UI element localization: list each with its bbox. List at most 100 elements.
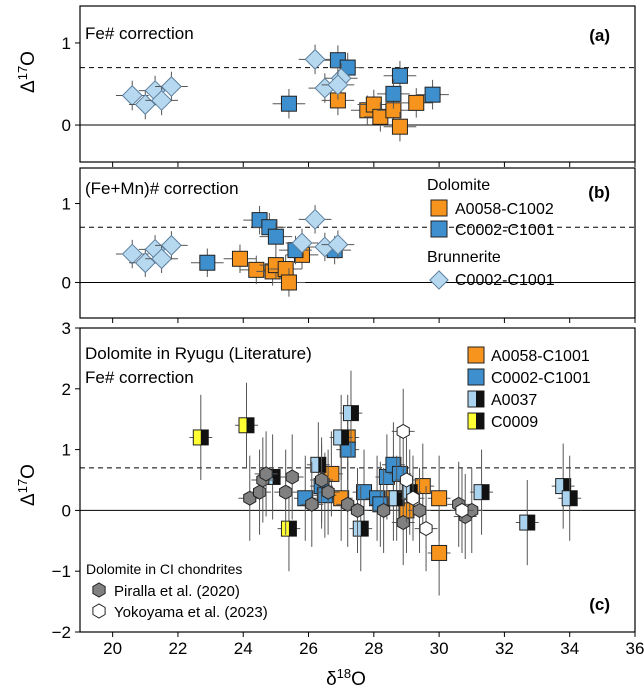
panel-a-y-tick-label: 0 bbox=[62, 116, 71, 135]
panel-c-frame bbox=[79, 327, 636, 633]
panel-b-series-0-point-4 bbox=[277, 261, 294, 278]
panel-a-tag: (a) bbox=[589, 26, 610, 45]
panel-c-series-4-point-5 bbox=[285, 469, 299, 485]
panel-b-title: (Fe+Mn)# correction bbox=[85, 179, 239, 198]
legend-b-group2: Brunnerite bbox=[427, 249, 501, 266]
legend-c-item4: C0009 bbox=[491, 414, 538, 431]
panel-b-series-2-point-1 bbox=[134, 252, 156, 274]
panel-c-series-4-point-6 bbox=[305, 496, 319, 512]
legend-c-marker-5 bbox=[92, 582, 106, 598]
legend-c-marker-3-half bbox=[476, 391, 484, 407]
panel-c-x-tick-label: 32 bbox=[495, 639, 514, 658]
panel-c-series-0-point-7 bbox=[431, 490, 448, 507]
legend-c-marker-2 bbox=[467, 368, 485, 386]
panel-c-series-4-point-1 bbox=[253, 484, 267, 500]
panel-c-series-2-point-7-half bbox=[481, 484, 490, 500]
panel-c-series-2-point-8-half bbox=[527, 515, 535, 531]
legend-c-marker-1 bbox=[467, 346, 485, 364]
legend-c-item6: Yokoyama et al. (2023) bbox=[114, 604, 268, 621]
panel-c-series-2-point-5-half bbox=[396, 490, 405, 506]
panel-c-series-3-point-0-half bbox=[200, 429, 209, 445]
panel-c-series-4-point-13 bbox=[413, 502, 427, 518]
panel-c-series-2-point-4-half bbox=[360, 521, 369, 537]
panel-c-x-tick-label: 24 bbox=[234, 639, 253, 658]
panel-c-series-4-point-11 bbox=[377, 502, 391, 518]
legend-b-marker-2 bbox=[430, 220, 448, 238]
panel-a-series-1-point-0 bbox=[280, 95, 297, 112]
panel-c-series-4-point-8 bbox=[321, 484, 335, 500]
legend-b-item1: A0058-C1002 bbox=[455, 201, 554, 218]
panel-b-series-1-point-3 bbox=[267, 228, 284, 245]
panel-b-y-tick-label: 0 bbox=[62, 273, 71, 292]
legend-c-marker-6 bbox=[92, 603, 106, 619]
panel-a-y-tick-label: 1 bbox=[62, 34, 71, 53]
panel-b-series-2-point-6 bbox=[304, 208, 326, 230]
panel-a-series-2-point-1 bbox=[134, 94, 156, 115]
legend-c-item2: C0002-C1001 bbox=[491, 370, 591, 387]
panel-b-series-2-point-5 bbox=[291, 232, 313, 254]
panel-b-series-2-point-8 bbox=[327, 234, 349, 256]
panel-a-series-2-point-0 bbox=[121, 85, 143, 106]
panel-c-series-5-point-0 bbox=[396, 423, 410, 439]
panel-c-x-tick-label: 28 bbox=[364, 639, 383, 658]
panel-b-series-2-point-4 bbox=[160, 234, 182, 256]
panel-c-y-tick-label: −2 bbox=[52, 623, 71, 642]
panel-b-series-0-point-5 bbox=[280, 274, 297, 291]
legend-b-item3: C0002-C1001 bbox=[455, 272, 555, 289]
panel-c-y-tick-label: 0 bbox=[62, 501, 71, 520]
panel-a-series-0-point-6 bbox=[408, 94, 425, 111]
panel-b-series-1-point-0 bbox=[199, 254, 216, 271]
panel-a-series-1-point-3 bbox=[391, 67, 408, 84]
x-axis-label: δ18O bbox=[326, 666, 366, 690]
panel-a-frame bbox=[79, 5, 636, 163]
panel-a-series-2-point-4 bbox=[160, 76, 182, 97]
legend-c-item3: A0037 bbox=[491, 392, 537, 409]
panel-c-series-2-point-3-half bbox=[341, 429, 349, 445]
panel-c-series-4-point-7 bbox=[315, 472, 329, 488]
panel-c-series-4-point-3 bbox=[259, 466, 273, 482]
panel-c-series-5-point-3 bbox=[419, 521, 433, 537]
panel-c-x-tick-label: 30 bbox=[430, 639, 449, 658]
panel-b-tag: (b) bbox=[588, 183, 610, 202]
panel-c-series-4-point-4 bbox=[279, 484, 293, 500]
panel-c-series-2-point-0-half bbox=[272, 469, 281, 485]
panel-c-x-tick-label: 26 bbox=[299, 639, 318, 658]
panel-b-series-0-point-1 bbox=[248, 261, 265, 278]
panel-c-x-tick-label: 36 bbox=[626, 639, 644, 658]
panel-a-series-0-point-5 bbox=[391, 118, 408, 135]
panel-a-series-1-point-4 bbox=[385, 85, 402, 102]
panel-c-series-4-point-12 bbox=[396, 515, 410, 531]
legend-b-group1: Dolomite bbox=[427, 177, 490, 194]
panel-c-tag: (c) bbox=[589, 595, 610, 614]
panel-c-series-2-point-2-half bbox=[350, 405, 359, 421]
legend-c-marker-4-half bbox=[476, 413, 484, 429]
panel-c-series-3-point-2-half bbox=[288, 521, 297, 537]
legend-b-item2: C0002-C1001 bbox=[455, 222, 555, 239]
chart-marks: 0 1 0 1 −2 −1 0 1 2 3 20 22 24 26 28 30 32 34 36 bbox=[52, 5, 644, 658]
panel-a-series-2-point-5 bbox=[304, 48, 326, 70]
panel-c-subtitle: Fe# correction bbox=[85, 368, 194, 387]
legend-c-group2: Dolomite in CI chondrites bbox=[86, 561, 242, 577]
legend-c-item5: Piralla et al. (2020) bbox=[114, 583, 240, 600]
panel-c-series-3-point-1-half bbox=[246, 417, 254, 433]
panel-c-y-tick-label: 3 bbox=[62, 319, 71, 338]
panel-c-series-4-point-9 bbox=[341, 496, 355, 512]
panel-b-y-tick-label: 1 bbox=[62, 195, 71, 214]
panel-c-series-5-point-4 bbox=[455, 502, 469, 518]
panel-c-series-2-point-10-half bbox=[569, 490, 578, 506]
panel-c-series-2-point-9-half bbox=[563, 478, 571, 494]
legend-b-marker-1 bbox=[430, 199, 448, 217]
panel-c-series-0-point-6 bbox=[431, 544, 448, 561]
panel-c-y-tick-label: −1 bbox=[52, 562, 71, 581]
panel-b-series-2-point-0 bbox=[121, 243, 143, 265]
panel-c-x-tick-label: 22 bbox=[168, 639, 187, 658]
legend-c-item1: A0058-C1001 bbox=[491, 348, 590, 365]
panel-c-y-tick-label: 1 bbox=[62, 441, 71, 460]
panel-a-series-1-point-5 bbox=[424, 86, 441, 103]
panel-a-title: Fe# correction bbox=[85, 24, 194, 43]
panel-c-y-tick-label: 2 bbox=[62, 380, 71, 399]
panel-b-series-0-point-0 bbox=[231, 250, 248, 267]
panel-c-x-tick-label: 20 bbox=[103, 639, 122, 658]
panel-c-series-5-point-1 bbox=[399, 472, 413, 488]
